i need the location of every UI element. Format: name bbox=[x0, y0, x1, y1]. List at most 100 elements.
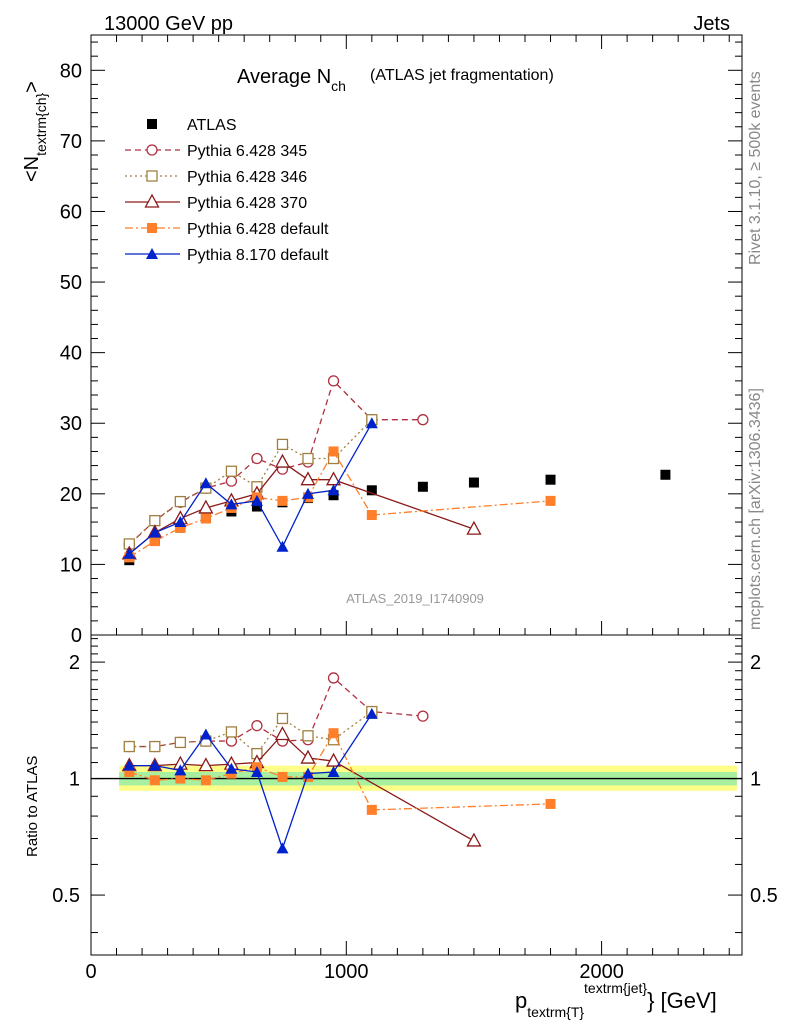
data-point bbox=[660, 469, 671, 480]
ratio-point bbox=[327, 765, 340, 777]
legend-marker bbox=[147, 223, 157, 233]
ratio-tick-label-right: 0.5 bbox=[750, 885, 778, 907]
ratio-point bbox=[274, 726, 291, 741]
series-ratio-line bbox=[129, 733, 475, 842]
ratio-point bbox=[302, 730, 314, 742]
ratio-point bbox=[225, 735, 238, 747]
watermark: ATLAS_2019_I1740909 bbox=[346, 591, 484, 606]
data-point bbox=[123, 547, 136, 559]
data-point bbox=[468, 477, 479, 488]
data-point bbox=[225, 498, 238, 510]
ratio-point bbox=[276, 842, 289, 854]
data-point bbox=[200, 513, 211, 524]
y-axis-label: <Ntextrm{ch}> bbox=[21, 81, 49, 182]
data-point bbox=[250, 494, 263, 506]
ratio-tick-label: 1 bbox=[69, 769, 80, 791]
y-tick-label: 10 bbox=[60, 554, 82, 576]
series-line bbox=[128, 419, 373, 545]
y-tick-label: 30 bbox=[60, 413, 82, 435]
side-bottom: mcplots.cern.ch [arXiv:1306.3436] bbox=[747, 388, 764, 630]
data-point bbox=[545, 474, 556, 485]
series-5 bbox=[123, 417, 378, 854]
series-line bbox=[128, 450, 551, 558]
ratio-point bbox=[148, 759, 161, 771]
legend-label: Pythia 6.428 370 bbox=[187, 195, 307, 212]
legend-label: ATLAS bbox=[187, 117, 237, 134]
data-point bbox=[174, 495, 187, 508]
data-point bbox=[276, 438, 289, 451]
legend-item: Pythia 8.170 default bbox=[125, 247, 329, 264]
data-point bbox=[274, 453, 291, 468]
header-left: 13000 GeV pp bbox=[104, 13, 233, 35]
ratio-tick-label: 0.5 bbox=[52, 885, 80, 907]
y-tick-label: 70 bbox=[60, 131, 82, 153]
legend-marker bbox=[146, 170, 158, 182]
ratio-point bbox=[327, 672, 340, 684]
ratio-band bbox=[91, 765, 742, 791]
series-layer bbox=[121, 375, 671, 854]
ratio-point bbox=[366, 804, 377, 815]
ratio-tick-label-right: 2 bbox=[750, 652, 761, 674]
legend-label: Pythia 8.170 default bbox=[187, 247, 329, 264]
ratio-point bbox=[300, 749, 316, 764]
ratio-point bbox=[276, 712, 289, 725]
plot-title-note: (ATLAS jet fragmentation) bbox=[370, 67, 554, 84]
y-tick-label: 20 bbox=[60, 484, 82, 506]
series-line bbox=[128, 461, 475, 555]
data-point bbox=[175, 522, 186, 533]
ratio-point bbox=[123, 740, 135, 753]
data-point bbox=[225, 475, 238, 487]
ratio-panel-frame bbox=[90, 634, 743, 956]
data-point bbox=[366, 510, 377, 520]
x-axis-label: ptextrm{T}textrm{jet}} [GeV] bbox=[515, 980, 717, 1020]
legend-item: Pythia 6.428 370 bbox=[125, 193, 307, 212]
y-tick-label: 60 bbox=[60, 201, 82, 223]
y-tick-label: 50 bbox=[60, 272, 82, 294]
legend-label: Pythia 6.428 345 bbox=[187, 143, 307, 160]
data-point bbox=[545, 495, 556, 506]
legend-label: Pythia 6.428 346 bbox=[187, 169, 307, 186]
axis-tick-labels: 0 1000 2000 0 10 20 30 40 50 60 70 80 0.5 0.5 1 1 2 2 bbox=[52, 60, 778, 983]
legend-item: Pythia 6.428 346 bbox=[125, 169, 307, 186]
data-point bbox=[225, 465, 238, 477]
x-tick-label: 0 bbox=[85, 961, 96, 983]
ratio-point bbox=[200, 775, 211, 786]
data-point bbox=[328, 446, 339, 457]
data-point bbox=[198, 499, 214, 514]
data-point bbox=[276, 540, 289, 552]
legend-item: Pythia 6.428 default bbox=[125, 221, 329, 238]
ratio-point bbox=[225, 762, 238, 774]
legend-marker bbox=[144, 193, 160, 208]
data-point bbox=[199, 477, 212, 489]
series-line bbox=[128, 422, 373, 555]
data-point bbox=[417, 481, 428, 492]
ratio-point bbox=[149, 740, 161, 753]
y-tick-label: 40 bbox=[60, 343, 82, 365]
data-point bbox=[327, 375, 340, 387]
ratio-point bbox=[174, 736, 187, 749]
legend-marker bbox=[147, 119, 157, 129]
ratio-point bbox=[124, 766, 135, 777]
ratio-point bbox=[198, 757, 214, 772]
ratio-y-axis-label: Ratio to ATLAS bbox=[24, 756, 41, 857]
ratio-point bbox=[365, 707, 378, 719]
side-top: Rivet 3.1.10, ≥ 500k events bbox=[747, 71, 764, 265]
y-tick-label: 0 bbox=[71, 625, 82, 647]
data-point bbox=[302, 487, 314, 499]
ratio-point bbox=[251, 720, 263, 732]
data-point bbox=[149, 536, 160, 547]
series-ratio-line bbox=[129, 711, 373, 755]
data-point bbox=[327, 484, 340, 496]
series-ratio-line bbox=[129, 713, 373, 851]
ratio-point bbox=[277, 771, 288, 782]
data-point bbox=[417, 414, 429, 426]
ratio-point bbox=[225, 726, 238, 738]
data-point bbox=[302, 452, 314, 465]
ratio-point bbox=[174, 764, 187, 776]
data-point bbox=[251, 452, 263, 465]
data-point bbox=[466, 520, 482, 535]
y-tick-label: 80 bbox=[60, 60, 82, 82]
ratio-point bbox=[123, 759, 136, 771]
ratio-point bbox=[302, 767, 314, 779]
